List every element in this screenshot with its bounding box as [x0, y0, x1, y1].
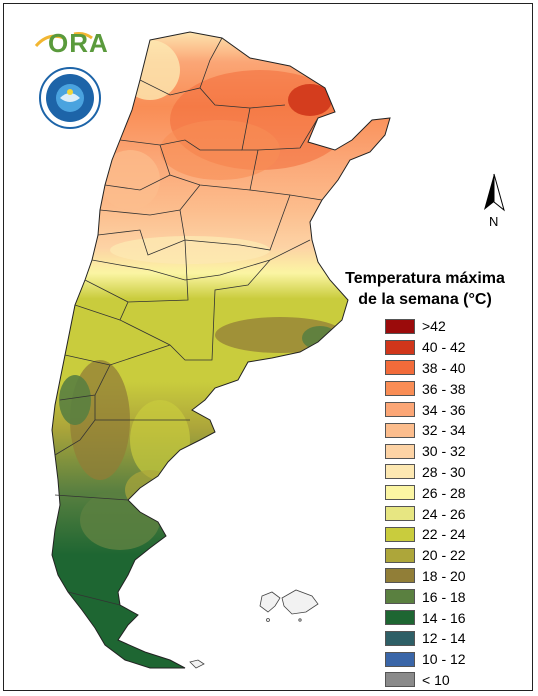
legend-row: 28 - 30 — [385, 462, 515, 483]
legend-label: 12 - 14 — [422, 630, 466, 647]
ministry-seal-icon — [39, 67, 101, 129]
legend-label: 36 - 38 — [422, 380, 466, 397]
legend-label: 14 - 16 — [422, 609, 466, 626]
legend-label: 26 - 28 — [422, 484, 466, 501]
legend-label: 34 - 36 — [422, 401, 466, 418]
legend-label: 22 - 24 — [422, 526, 466, 543]
legend-row: 40 - 42 — [385, 337, 515, 358]
legend-swatch — [385, 485, 415, 501]
legend-swatch — [385, 464, 415, 480]
north-arrow-icon — [484, 173, 505, 212]
legend-row: 10 - 12 — [385, 649, 515, 670]
legend-swatch — [385, 630, 415, 646]
legend-swatch — [385, 651, 415, 667]
legend-row: 26 - 28 — [385, 482, 515, 503]
legend-row: 20 - 22 — [385, 545, 515, 566]
legend-label: 40 - 42 — [422, 339, 466, 356]
legend-swatch — [385, 402, 415, 418]
legend-row: >42 — [385, 316, 515, 337]
legend-title-line-2: de la semana (°C) — [358, 291, 492, 308]
legend-label: 18 - 20 — [422, 567, 466, 584]
legend-label: < 10 — [422, 671, 450, 688]
legend-label: 32 - 34 — [422, 422, 466, 439]
legend-row: 30 - 32 — [385, 441, 515, 462]
legend-swatch — [385, 526, 415, 542]
legend-swatch — [385, 610, 415, 626]
legend-row: 14 - 16 — [385, 607, 515, 628]
legend-swatch — [385, 672, 415, 688]
legend-label: 30 - 32 — [422, 443, 466, 460]
legend-row: < 10 — [385, 670, 515, 691]
isla-de-los-estados — [189, 659, 205, 669]
legend-swatch — [385, 381, 415, 397]
legend-row: 38 - 40 — [385, 358, 515, 379]
legend-label: 10 - 12 — [422, 651, 466, 668]
legend-swatch — [385, 318, 415, 334]
legend-swatch — [385, 339, 415, 355]
legend-title-line-1: Temperatura máxima — [345, 270, 505, 287]
legend-swatch — [385, 422, 415, 438]
legend-swatch — [385, 547, 415, 563]
legend-label: >42 — [422, 318, 446, 335]
ora-logo — [34, 32, 93, 48]
province-borders — [51, 31, 391, 669]
legend-title: Temperatura máxima de la semana (°C) — [340, 268, 510, 310]
north-label: N — [489, 214, 499, 229]
legend-row: 22 - 24 — [385, 524, 515, 545]
legend-row: 36 - 38 — [385, 378, 515, 399]
legend-row: 32 - 34 — [385, 420, 515, 441]
legend-label: 20 - 22 — [422, 547, 466, 564]
legend-swatch — [385, 443, 415, 459]
ora-logo-text: ORA — [48, 28, 109, 58]
legend-row: 34 - 36 — [385, 399, 515, 420]
legend-row: 24 - 26 — [385, 503, 515, 524]
temperature-legend: >42 40 - 42 38 - 40 36 - 38 34 - 36 32 -… — [385, 316, 515, 690]
legend-swatch — [385, 589, 415, 605]
legend-label: 28 - 30 — [422, 463, 466, 480]
legend-swatch — [385, 506, 415, 522]
legend-label: 24 - 26 — [422, 505, 466, 522]
legend-swatch — [385, 568, 415, 584]
legend-label: 16 - 18 — [422, 588, 466, 605]
legend-label: 38 - 40 — [422, 359, 466, 376]
legend-row: 12 - 14 — [385, 628, 515, 649]
legend-row: 18 - 20 — [385, 566, 515, 587]
malvinas-islands — [259, 589, 319, 622]
legend-swatch — [385, 360, 415, 376]
legend-row: 16 - 18 — [385, 586, 515, 607]
